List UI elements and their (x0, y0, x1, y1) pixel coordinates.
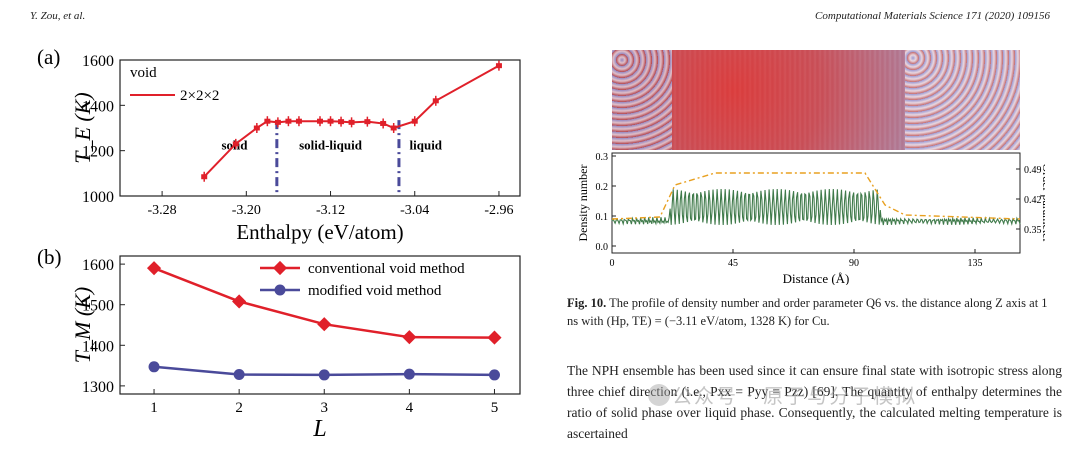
plot-frame-b (119, 255, 521, 395)
legend-label-a: 2×2×2 (180, 88, 219, 104)
md-snapshot (612, 50, 1020, 150)
data-point-conventional (146, 261, 162, 276)
data-point-a (495, 63, 502, 69)
x-tick-label-a: -3.12 (316, 203, 345, 218)
fig10-x-tick-label: 45 (728, 258, 738, 269)
watermark-logo-icon (648, 384, 670, 406)
x-tick-label-a: -2.96 (484, 203, 513, 218)
data-point-conventional (232, 294, 247, 309)
y-tick-label-a: 1400 (82, 98, 114, 115)
x-tick-label-b: 1 (150, 400, 158, 416)
data-point-a (380, 120, 387, 126)
data-point-conventional (317, 317, 332, 332)
y-axis-label-b: T_M (K) (70, 287, 95, 363)
data-point-a (317, 118, 323, 124)
caption-text: The profile of density number and order … (567, 296, 1048, 328)
region-label: liquid (410, 138, 443, 153)
data-point-a (295, 118, 302, 124)
y-tick-label-a: 1600 (82, 53, 114, 70)
x-tick-label-a: -3.20 (232, 203, 261, 218)
data-point-a (327, 118, 334, 124)
data-point-a (201, 174, 208, 180)
fig10-right-tick-label: 0.35 (1024, 225, 1042, 236)
data-point-a (274, 119, 281, 125)
fig10-xlabel: Distance (Å) (783, 271, 850, 285)
legend-marker-b (272, 260, 288, 276)
legend-title-a: void (130, 65, 157, 81)
data-point-a (364, 119, 371, 125)
x-tick-label-a: -3.28 (148, 203, 177, 218)
data-point-conventional (487, 330, 502, 345)
data-point-modified (318, 369, 330, 381)
fig10-x-tick-label: 135 (968, 258, 983, 269)
header-authors: Y. Zou, et al. (30, 10, 86, 22)
density-curve (611, 188, 1021, 227)
header-journal: Computational Materials Science 171 (202… (815, 10, 1050, 22)
panel-a-label: (a) (37, 45, 60, 69)
panel-b-label: (b) (37, 245, 62, 269)
data-point-a (285, 118, 292, 124)
fig10-right-tick-label: 0.42 (1024, 195, 1042, 206)
data-point-modified (403, 368, 415, 380)
fig10-ylabel-right: Order parameter (1040, 164, 1045, 243)
fig10-left-tick-label: 0.2 (596, 182, 609, 193)
fig10-left-tick-label: 0.3 (596, 152, 609, 163)
body-paragraph: The NPH ensemble has been used since it … (567, 363, 1062, 441)
y-axis-label-a: T_E (K) (70, 92, 95, 164)
fig10-x-tick-label: 0 (610, 258, 615, 269)
fig10-plot: 0.3 0.2 0.1 0.0 0.49 0.42 0.35 0 45 90 135 Distance… (576, 152, 1045, 285)
legend-label-b: conventional void method (308, 261, 465, 277)
data-point-conventional (402, 330, 417, 345)
data-point-modified (233, 369, 245, 381)
x-axis-label-b: L (312, 416, 326, 442)
fig10-right-tick-label: 0.49 (1024, 165, 1042, 176)
x-axis-label-a: Enthalpy (eV/atom) (236, 220, 403, 244)
fig10-left-tick-label: 0.0 (596, 242, 609, 253)
plot-frame-a (119, 59, 521, 197)
y-tick-label-a: 1200 (82, 144, 114, 161)
data-point-a (411, 118, 418, 124)
fig10-left-tick-label: 0.1 (596, 212, 609, 223)
caption-fig-label: Fig. 10. (567, 296, 607, 310)
data-point-a (253, 125, 260, 131)
data-point-a (264, 118, 271, 124)
figure-caption: Fig. 10. The profile of density number a… (567, 294, 1057, 330)
chart-a: (a) 1000 1200 1400 1600 -3.28 -3.20 -3.12 -3.04… (37, 45, 521, 244)
y-tick-label-a: 1000 (82, 189, 114, 206)
data-point-a (432, 98, 439, 104)
x-tick-label-b: 2 (235, 400, 243, 416)
data-point-modified (488, 369, 500, 381)
legend-marker-b (274, 284, 286, 296)
x-tick-label-a: -3.04 (400, 203, 429, 218)
data-point-a (390, 125, 397, 131)
fig10-x-tick-label: 90 (849, 258, 859, 269)
chart-b: (b) 1300 1400 1500 1600 1 2 3 4 5 L T_M (K) convent… (37, 245, 521, 442)
y-tick-label-b: 1400 (82, 338, 114, 355)
data-point-a (338, 119, 345, 125)
y-tick-label-b: 1500 (82, 298, 114, 315)
order-parameter-curve (611, 172, 1021, 220)
watermark-text: 公众号 · 原子与分子模拟 (672, 384, 918, 408)
region-label: solid-liquid (299, 138, 363, 153)
x-tick-label-b: 3 (321, 400, 329, 416)
fig10-ylabel-left: Density number (576, 165, 590, 242)
data-point-a (232, 141, 239, 147)
data-point-a (348, 119, 355, 125)
data-point-modified (148, 361, 160, 373)
y-tick-label-b: 1600 (82, 257, 114, 274)
fig10-frame (611, 152, 1021, 254)
x-tick-label-b: 4 (406, 400, 414, 416)
y-tick-label-b: 1300 (82, 379, 114, 396)
x-tick-label-b: 5 (491, 400, 499, 416)
legend-label-b: modified void method (308, 283, 442, 299)
